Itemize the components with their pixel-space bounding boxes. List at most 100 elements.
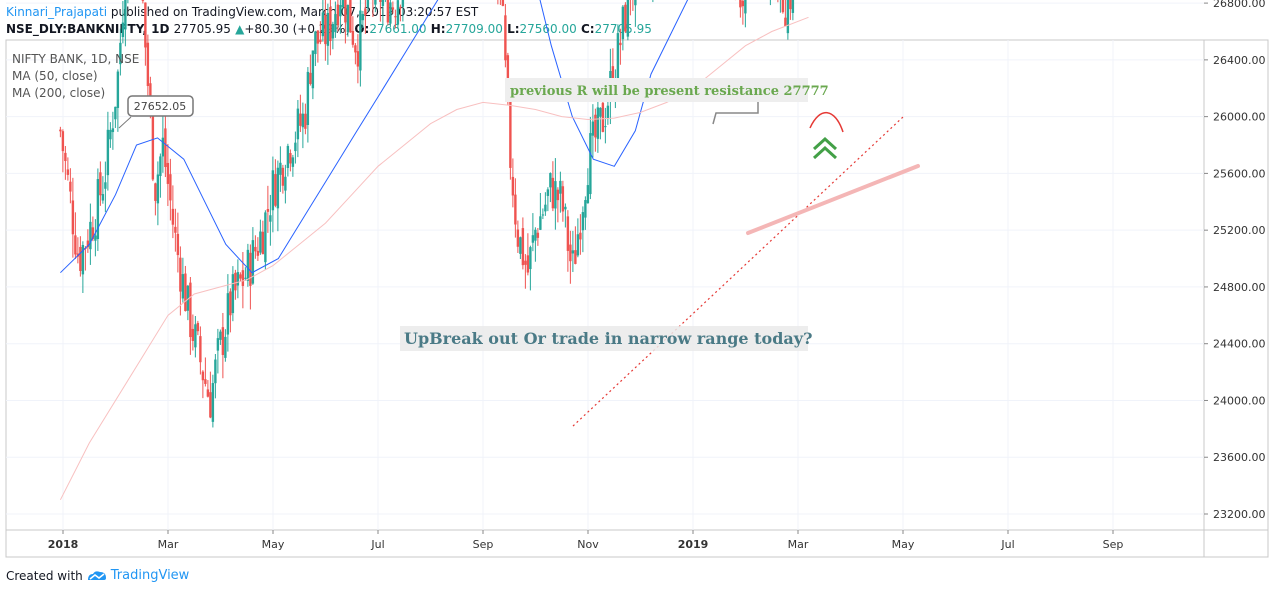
candle-body (566, 216, 570, 251)
high-value: 27709.00 (445, 22, 503, 36)
candle-body (529, 247, 532, 270)
support-trendline[interactable] (572, 116, 904, 427)
candle-body (511, 176, 515, 196)
candle-body (574, 250, 577, 264)
candle-body (194, 324, 197, 348)
author-link[interactable]: Kinnari_Prajapati (6, 5, 108, 19)
candle-body (394, 16, 397, 18)
candle-body (509, 94, 512, 168)
candle-body (214, 359, 217, 384)
candle-body (124, 0, 127, 30)
candle-body (246, 249, 250, 281)
candle-body (569, 244, 572, 262)
candle-body (99, 172, 102, 196)
candle-body (141, 0, 145, 1)
candle-body (94, 235, 97, 241)
rising-channel-line[interactable] (746, 164, 920, 235)
candle-body (69, 181, 72, 192)
candle-body (204, 379, 207, 384)
y-tick-label: 25600.00 (1213, 167, 1266, 180)
candle-body (551, 177, 555, 209)
candle-body (269, 215, 272, 222)
candle-body (151, 102, 155, 180)
candle-body (279, 162, 282, 175)
y-tick-label: 23200.00 (1213, 508, 1266, 521)
y-tick-label: 24400.00 (1213, 338, 1266, 351)
candle-body (576, 234, 580, 256)
candle-body (196, 322, 200, 332)
candle-body (206, 389, 210, 397)
candle-body (634, 0, 637, 6)
time-scale[interactable] (5, 529, 1205, 558)
y-tick-label: 26000.00 (1213, 111, 1266, 124)
candle-body (556, 189, 560, 201)
candle-body (106, 129, 110, 176)
candle-body (314, 31, 317, 55)
candle-body (334, 14, 337, 33)
candle-body (239, 274, 242, 279)
candle-body (96, 179, 100, 240)
question-note-text: UpBreak out Or trade in narrow range tod… (404, 329, 812, 348)
y-tick-label: 26400.00 (1213, 54, 1266, 67)
candle-body (339, 5, 342, 17)
y-tick-label: 23600.00 (1213, 451, 1266, 464)
candle-body (581, 212, 585, 231)
candle-body (306, 71, 310, 125)
candle-body (249, 252, 252, 286)
candle-body (164, 128, 167, 168)
candle-body (184, 273, 187, 312)
candle-body (144, 2, 147, 48)
y-tick-label: 24800.00 (1213, 281, 1266, 294)
candle-body (744, 0, 747, 14)
candle-body (584, 200, 587, 218)
x-tick-label: Jul (370, 538, 384, 551)
candle-body (241, 270, 245, 286)
candle-body (361, 14, 365, 21)
footer: Created with TradingView (6, 568, 189, 583)
arc-projection (809, 111, 844, 133)
candle-body (349, 0, 352, 33)
candle-body (199, 336, 202, 363)
candle-body (281, 167, 285, 186)
candle-body (561, 186, 565, 212)
ma50-line[interactable] (60, 0, 808, 274)
candle-body (226, 293, 230, 335)
candle-body (179, 257, 182, 292)
candle-body (159, 156, 162, 177)
tradingview-brand-link[interactable]: TradingView (110, 568, 190, 583)
candle-body (786, 0, 790, 34)
candle-body (89, 221, 92, 250)
candle-body (261, 231, 265, 255)
candle-body (116, 71, 120, 108)
candle-body (154, 183, 157, 201)
candle-body (346, 4, 350, 33)
candle-body (74, 235, 77, 255)
candle-body (266, 209, 270, 212)
symbol-label: NSE_DLY:BANKNIFTY, 1D (6, 22, 170, 36)
candle-body (174, 226, 177, 233)
candle-body (181, 274, 185, 299)
corner-box (1203, 529, 1269, 558)
candle-body (289, 153, 292, 164)
candle-body (61, 131, 65, 152)
candle-body (564, 206, 567, 210)
candle-body (264, 212, 267, 263)
candle-body (501, 0, 505, 6)
candle-body (189, 282, 192, 338)
legend-ma50[interactable]: MA (50, close) (12, 69, 98, 83)
double-chevron-up-icon (812, 136, 838, 160)
candle-body (531, 235, 535, 243)
candle-body (171, 208, 175, 225)
candle-body (336, 4, 340, 26)
y-tick-label: 26800.00 (1213, 0, 1266, 10)
high-callout: 27652.05 (118, 95, 194, 129)
x-tick-label: Sep (473, 538, 494, 551)
legend-ma200[interactable]: MA (200, close) (12, 86, 105, 100)
candle-body (119, 42, 122, 65)
x-tick-label: Mar (788, 538, 809, 551)
last-price: 27705.95 (173, 22, 231, 36)
candle-body (601, 102, 605, 132)
tradingview-cloud-icon (87, 570, 106, 580)
candle-body (326, 12, 330, 46)
